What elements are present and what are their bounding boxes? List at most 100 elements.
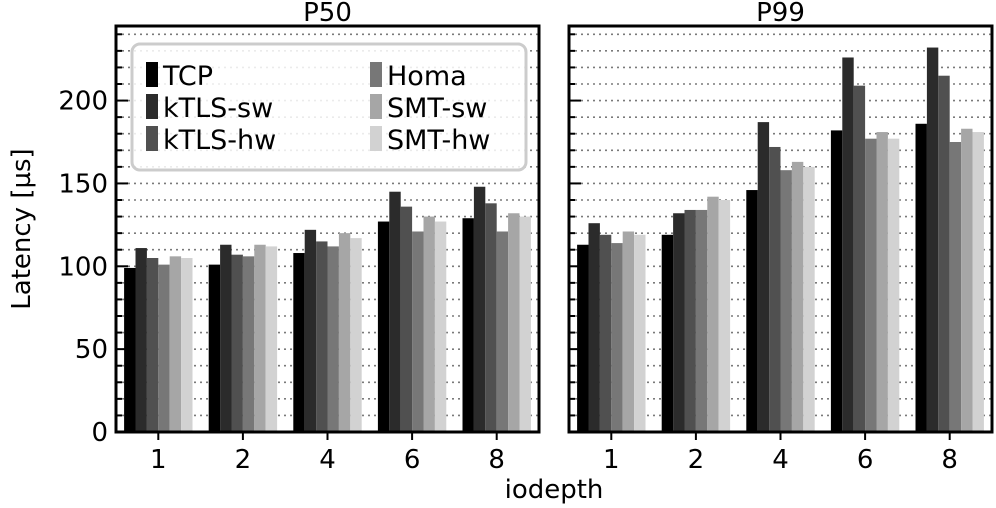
x-tick-label: 6: [857, 445, 874, 475]
legend-swatch: [146, 62, 158, 87]
bar-ktls-hw-2: [231, 254, 243, 432]
bar-ktls-hw-6: [853, 85, 866, 433]
bar-ktls-sw-1: [588, 223, 600, 432]
x-tick-label: 6: [404, 445, 421, 475]
bar-ktls-hw-8: [485, 203, 497, 432]
bar-homa-1: [158, 264, 170, 432]
bar-smt-hw-6: [434, 221, 447, 432]
bar-smt-sw-2: [707, 196, 719, 432]
y-axis-title: Latency [µs]: [7, 148, 37, 309]
legend-label: kTLS-hw: [163, 125, 276, 156]
y-tick-label: 50: [75, 335, 108, 365]
bar-smt-hw-1: [181, 258, 193, 432]
legend-item-smt-hw: SMT-hw: [370, 125, 490, 156]
bar-tcp-8: [915, 123, 927, 433]
legend-label: kTLS-sw: [163, 93, 273, 124]
bar-tcp-6: [830, 130, 843, 432]
bar-smt-sw-8: [508, 213, 520, 432]
x-tick-label: 1: [150, 445, 167, 475]
bar-ktls-sw-6: [842, 57, 854, 432]
legend-label: SMT-sw: [387, 93, 487, 124]
bar-smt-hw-1: [634, 234, 646, 432]
bar-ktls-hw-4: [769, 146, 781, 432]
bar-ktls-sw-2: [673, 213, 685, 432]
bar-smt-sw-4: [791, 161, 804, 432]
bar-tcp-1: [577, 244, 589, 432]
bar-smt-sw-6: [876, 132, 888, 433]
bar-tcp-4: [293, 253, 305, 432]
x-tick-label: 4: [772, 445, 789, 475]
x-tick-label: 2: [235, 445, 252, 475]
bar-homa-4: [327, 246, 339, 432]
bar-ktls-hw-2: [684, 209, 696, 432]
bar-smt-hw-8: [972, 132, 984, 433]
bar-ktls-hw-6: [400, 206, 413, 432]
bar-homa-4: [780, 170, 792, 432]
panel-title: P50: [303, 0, 352, 28]
x-tick-label: 4: [319, 445, 336, 475]
bar-smt-hw-4: [803, 166, 815, 432]
x-tick-label: 8: [488, 445, 505, 475]
x-tick-label: 2: [688, 445, 705, 475]
bar-tcp-8: [462, 218, 474, 432]
bar-ktls-sw-2: [220, 244, 232, 432]
bar-smt-sw-1: [622, 231, 635, 432]
bar-homa-8: [949, 142, 962, 432]
bar-smt-sw-6: [423, 216, 435, 432]
legend-swatch: [146, 126, 158, 151]
bar-homa-2: [242, 256, 255, 432]
bar-smt-hw-8: [519, 216, 531, 432]
legend-label: Homa: [387, 61, 467, 92]
bar-ktls-hw-8: [938, 75, 950, 432]
bar-smt-sw-4: [338, 233, 351, 432]
bar-homa-1: [611, 243, 623, 432]
legend-item-ktls-sw: kTLS-sw: [146, 93, 273, 124]
bar-smt-sw-8: [961, 128, 973, 432]
bar-tcp-2: [661, 234, 674, 432]
bar-ktls-sw-4: [757, 122, 770, 432]
bar-ktls-sw-1: [135, 248, 147, 432]
panel-title: P99: [756, 0, 805, 28]
panel-p99: 1 2 4 6 8 P99: [567, 0, 994, 475]
legend-swatch: [370, 94, 382, 119]
bar-tcp-6: [377, 221, 390, 432]
panel-frame: [567, 24, 994, 434]
legend-item-homa: Homa: [370, 61, 467, 92]
bar-smt-sw-2: [254, 244, 266, 432]
x-tick-label: 1: [603, 445, 620, 475]
legend-swatch: [146, 94, 158, 119]
legend-item-ktls-hw: kTLS-hw: [146, 125, 276, 156]
bar-ktls-hw-1: [146, 258, 159, 432]
y-tick-label: 100: [58, 252, 108, 282]
legend-label: TCP: [162, 61, 213, 92]
y-tick-label: 200: [58, 87, 108, 117]
bar-homa-8: [496, 231, 509, 432]
legend-frame: [130, 42, 528, 172]
bar-ktls-hw-4: [316, 241, 328, 432]
bar-homa-2: [695, 209, 708, 432]
x-axis-title: iodepth: [505, 475, 604, 505]
bar-ktls-sw-6: [389, 191, 401, 432]
bar-ktls-sw-4: [304, 229, 317, 432]
bar-smt-hw-6: [887, 138, 900, 432]
bar-ktls-sw-8: [926, 47, 939, 433]
legend-item-tcp: TCP: [146, 61, 213, 92]
bar-homa-6: [412, 231, 424, 432]
legend-swatch: [370, 126, 382, 151]
bar-homa-6: [865, 138, 877, 432]
y-tick-label: 150: [58, 169, 108, 199]
y-tick-label: 0: [91, 418, 108, 448]
legend-label: SMT-hw: [387, 125, 490, 156]
panel-frame: [114, 24, 541, 434]
legend-swatch: [370, 62, 382, 87]
bar-ktls-sw-8: [473, 186, 486, 432]
bar-tcp-4: [746, 190, 758, 432]
bar-smt-hw-4: [350, 238, 362, 432]
bar-smt-hw-2: [718, 200, 731, 432]
bar-ktls-hw-1: [599, 234, 612, 432]
x-tick-label: 8: [941, 445, 958, 475]
bar-tcp-1: [124, 267, 136, 432]
bar-tcp-2: [208, 264, 221, 432]
